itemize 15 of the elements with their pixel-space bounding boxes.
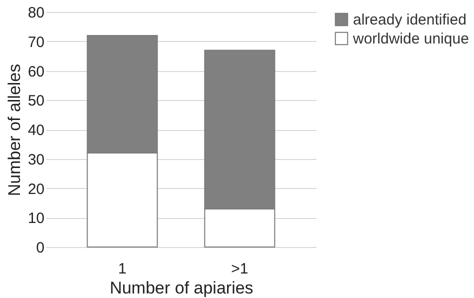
y-tick-label: 60 [28,63,44,80]
x-tick-label: >1 [231,260,248,278]
y-tick-label: 40 [28,122,44,139]
y-axis-title: Number of alleles [4,64,24,196]
x-tick-label: 1 [118,260,126,278]
legend-label: already identified [353,12,466,28]
x-axis-title: Number of apiaries [110,278,254,298]
y-tick-label: 20 [28,180,44,198]
legend-label: worldwide unique [352,30,469,48]
y-tick-label: 0 [36,240,44,256]
y-tick-label: 70 [28,34,44,51]
y-tick-label: 10 [28,210,44,228]
y-tick-label: 80 [28,4,44,22]
y-tick-label: 50 [28,92,44,110]
y-tick-label: 30 [28,151,44,168]
